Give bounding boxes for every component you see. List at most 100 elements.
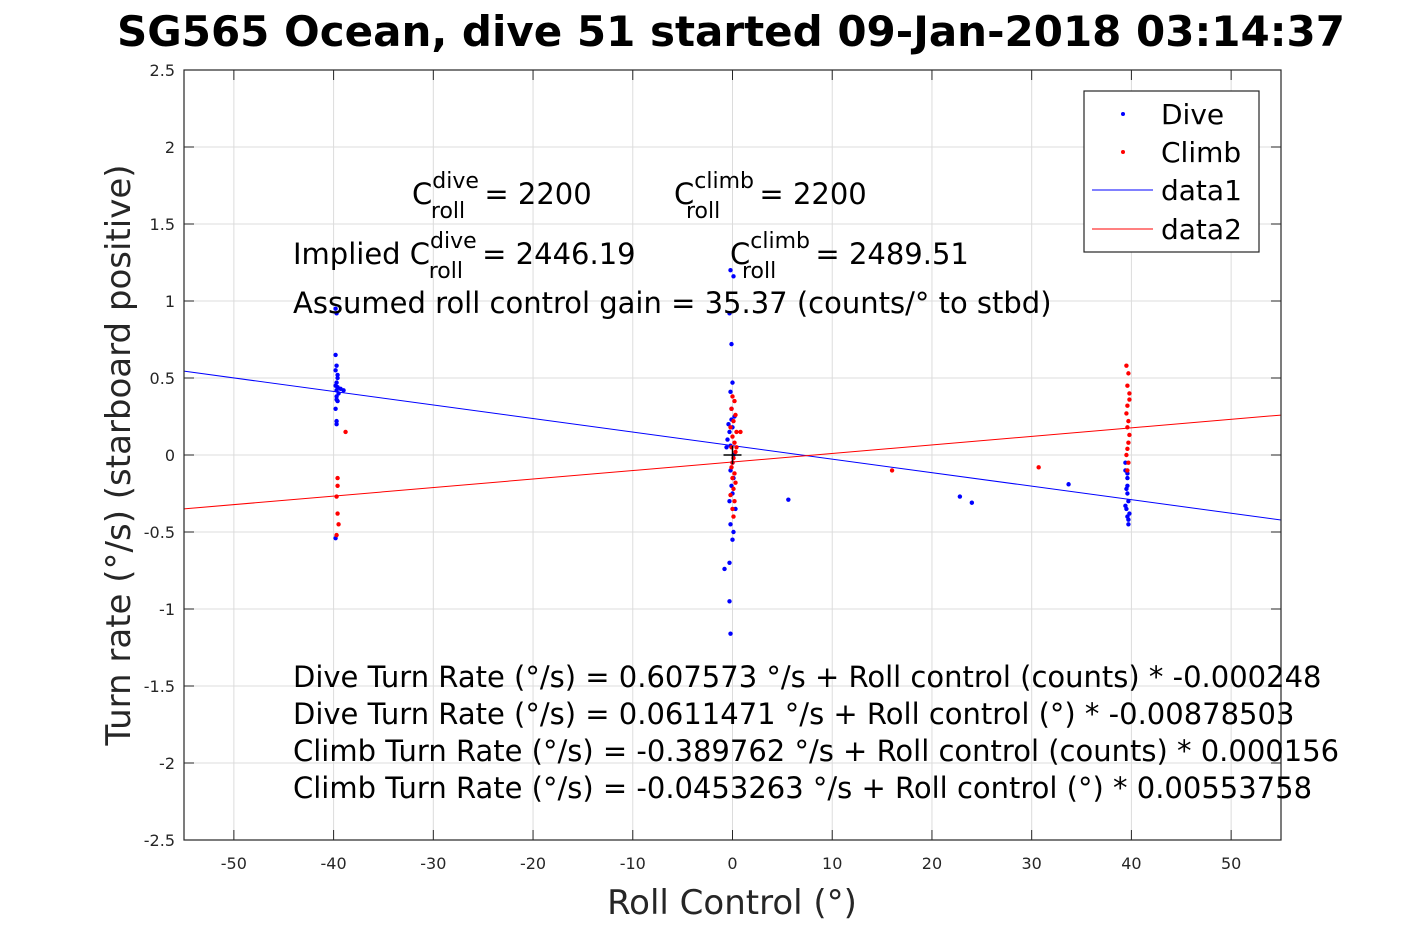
point-dive bbox=[333, 368, 338, 373]
y-axis-label: Turn rate (°/s) (starboard positive) bbox=[99, 164, 139, 746]
point-climb bbox=[889, 468, 895, 473]
y-tick-label: 0 bbox=[165, 446, 175, 465]
point-dive bbox=[334, 418, 339, 424]
legend: Dive Climb data1 data2 bbox=[1083, 90, 1260, 253]
data-points bbox=[333, 268, 1132, 636]
y-tick-label: -1.5 bbox=[144, 677, 175, 696]
point-dive bbox=[1126, 522, 1131, 527]
x-tick-label: -10 bbox=[620, 854, 646, 873]
y-tick-label: -2 bbox=[159, 754, 175, 773]
point-climb bbox=[738, 429, 743, 435]
point-dive bbox=[731, 274, 736, 279]
point-climb bbox=[1126, 460, 1131, 465]
point-dive bbox=[333, 306, 338, 311]
c-roll-climb: Cclimb roll = 2200 bbox=[674, 169, 867, 224]
legend-label-dive: Dive bbox=[1161, 98, 1224, 131]
point-climb bbox=[335, 475, 340, 481]
point-climb bbox=[335, 483, 340, 488]
point-climb bbox=[335, 511, 340, 516]
legend-box bbox=[1083, 90, 1260, 253]
point-climb bbox=[733, 449, 738, 455]
point-climb bbox=[1125, 383, 1130, 388]
legend-label-data1: data1 bbox=[1161, 174, 1242, 207]
point-dive bbox=[1125, 475, 1130, 481]
x-tick-label: -30 bbox=[420, 854, 446, 873]
point-climb bbox=[1126, 371, 1131, 376]
point-dive bbox=[334, 363, 339, 368]
point-climb bbox=[334, 494, 339, 499]
point-climb bbox=[733, 412, 738, 418]
point-dive bbox=[1126, 499, 1131, 504]
point-dive bbox=[727, 429, 732, 435]
point-dive bbox=[730, 537, 735, 542]
y-tick-label: -0.5 bbox=[144, 523, 175, 542]
x-tick-label: 0 bbox=[727, 854, 737, 873]
point-climb bbox=[1126, 440, 1131, 445]
ticks: -50 -40 -30 -20 -10 0 10 20 30 40 50-2.5-2-1.5-1-0… bbox=[144, 61, 1281, 873]
point-dive bbox=[727, 599, 732, 604]
point-climb bbox=[1127, 397, 1132, 402]
point-climb bbox=[731, 514, 736, 519]
point-dive bbox=[336, 391, 341, 396]
y-tick-label: 1.5 bbox=[150, 215, 175, 234]
point-dive bbox=[730, 380, 735, 385]
point-climb bbox=[730, 434, 735, 439]
fit-equation: Dive Turn Rate (°/s) = 0.0611471 °/s + R… bbox=[293, 697, 1294, 731]
point-dive bbox=[957, 494, 963, 499]
point-dive bbox=[1124, 486, 1129, 492]
point-dive bbox=[334, 397, 339, 402]
point-dive bbox=[335, 372, 340, 378]
legend-label-data2: data2 bbox=[1161, 213, 1242, 246]
y-tick-label: 2.5 bbox=[150, 61, 175, 80]
point-climb bbox=[731, 486, 736, 492]
point-dive bbox=[728, 268, 733, 273]
point-dive bbox=[333, 352, 338, 358]
point-dive bbox=[728, 389, 733, 395]
point-dive bbox=[728, 522, 733, 527]
point-dive bbox=[728, 631, 733, 636]
point-dive bbox=[969, 500, 975, 505]
center-marker bbox=[723, 446, 742, 464]
x-tick-label: 30 bbox=[1022, 854, 1042, 873]
y-tick-label: 2 bbox=[165, 138, 175, 157]
point-dive bbox=[725, 437, 730, 442]
point-climb bbox=[1036, 465, 1041, 470]
point-dive bbox=[1126, 517, 1131, 522]
point-climb bbox=[1125, 425, 1130, 430]
point-dive bbox=[1125, 471, 1130, 476]
point-dive bbox=[727, 560, 732, 565]
point-climb bbox=[734, 429, 739, 435]
fit-equation: Dive Turn Rate (°/s) = 0.607573 °/s + Ro… bbox=[293, 660, 1321, 694]
point-climb bbox=[1127, 432, 1132, 438]
point-dive bbox=[335, 375, 340, 381]
implied-c-roll: Implied Cdive roll = 2446.19 bbox=[293, 229, 636, 284]
point-dive bbox=[727, 499, 732, 504]
point-dive bbox=[729, 341, 734, 347]
point-climb bbox=[728, 425, 733, 430]
c-roll-dive: Cdive roll = 2200 bbox=[412, 169, 592, 224]
y-tick-label: -1 bbox=[159, 600, 175, 619]
x-tick-label: -50 bbox=[221, 854, 247, 873]
point-dive bbox=[333, 406, 338, 411]
point-climb bbox=[1125, 403, 1130, 408]
point-climb bbox=[730, 506, 735, 512]
point-climb bbox=[1127, 391, 1132, 396]
y-tick-label: 0.5 bbox=[150, 369, 175, 388]
point-dive bbox=[334, 422, 339, 427]
x-tick-label: 10 bbox=[822, 854, 842, 873]
point-climb bbox=[334, 532, 339, 538]
x-tick-label: 20 bbox=[922, 854, 942, 873]
point-climb bbox=[1124, 411, 1129, 416]
point-climb bbox=[1124, 363, 1129, 368]
x-tick-label: 50 bbox=[1221, 854, 1241, 873]
point-climb bbox=[1125, 468, 1130, 473]
point-climb bbox=[729, 406, 734, 411]
point-climb bbox=[732, 440, 737, 445]
point-climb bbox=[336, 522, 341, 527]
x-tick-label: -40 bbox=[321, 854, 347, 873]
point-climb bbox=[733, 480, 738, 485]
point-dive bbox=[1066, 482, 1071, 487]
chart-title: SG565 Ocean, dive 51 started 09-Jan-2018… bbox=[117, 7, 1345, 56]
point-climb bbox=[732, 499, 737, 504]
